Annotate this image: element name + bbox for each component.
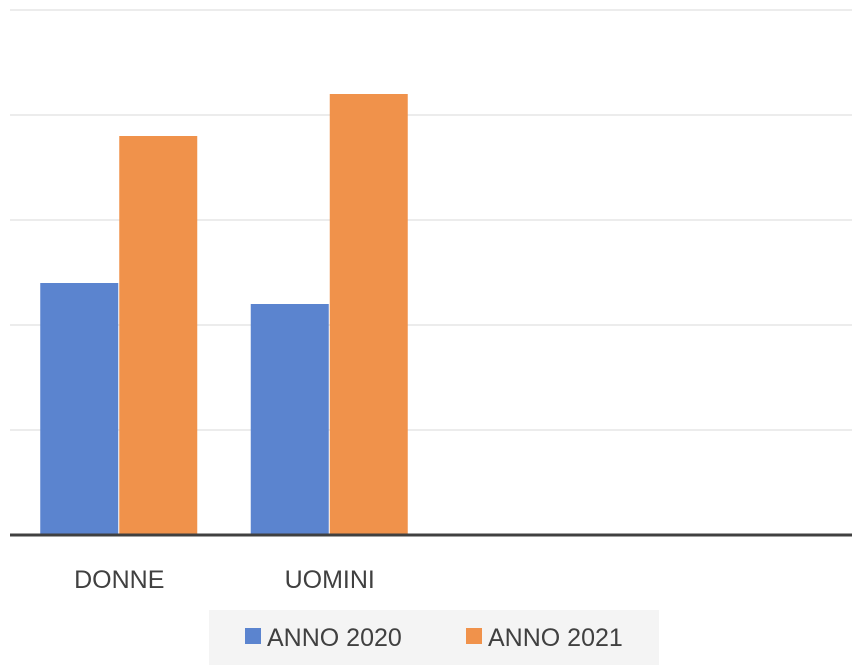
legend-background (209, 610, 659, 665)
bar-uomini-1 (329, 94, 408, 535)
bar-donne-1 (119, 136, 198, 535)
legend-label-1: ANNO 2021 (488, 624, 623, 652)
category-label-uomini: UOMINI (285, 566, 375, 594)
legend-label-0: ANNO 2020 (267, 624, 402, 652)
category-labels: DONNE UOMINI (74, 566, 375, 594)
category-label-donne: DONNE (74, 566, 164, 594)
legend: ANNO 2020 ANNO 2021 (209, 610, 659, 665)
legend-swatch-0 (245, 628, 261, 644)
legend-swatch-1 (466, 628, 482, 644)
bars (40, 94, 408, 535)
bar-donne-0 (40, 283, 119, 535)
bar-uomini-0 (250, 304, 329, 535)
